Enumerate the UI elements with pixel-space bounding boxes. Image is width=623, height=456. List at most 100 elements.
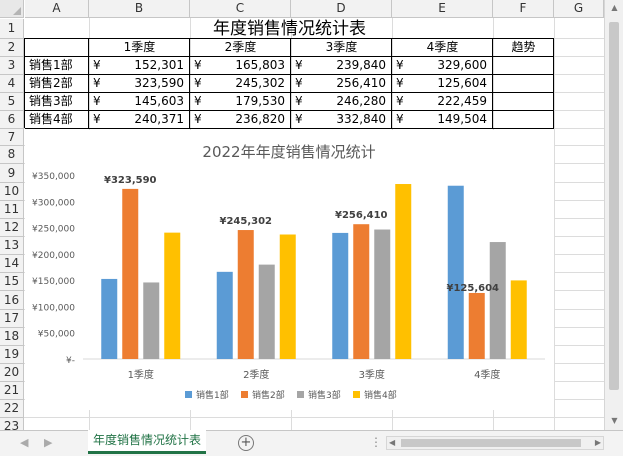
legend-label: 销售1部 — [196, 389, 229, 401]
currency-symbol[interactable]: ¥ — [194, 94, 202, 108]
sheet-tab-active[interactable]: 年度销售情况统计表 — [88, 430, 206, 454]
column-header-f[interactable]: F — [493, 0, 554, 18]
row-header-7[interactable]: 7 — [0, 129, 24, 146]
column-header-e[interactable]: E — [392, 0, 493, 18]
value-cell[interactable]: 329,600 — [437, 58, 487, 72]
tab-next-icon[interactable]: ▶ — [44, 436, 53, 449]
value-cell[interactable]: 165,803 — [235, 58, 285, 72]
horizontal-scrollbar[interactable]: ◀ ▶ — [386, 436, 604, 450]
value-cell[interactable]: 256,410 — [336, 76, 386, 90]
currency-symbol[interactable]: ¥ — [295, 94, 303, 108]
row-header-22[interactable]: 22 — [0, 400, 24, 418]
row-header-11[interactable]: 11 — [0, 201, 24, 219]
row-header-18[interactable]: 18 — [0, 328, 24, 346]
currency-symbol[interactable]: ¥ — [93, 58, 101, 72]
table-border-v — [553, 38, 554, 128]
gridline-horizontal — [24, 417, 604, 418]
currency-symbol[interactable]: ¥ — [295, 76, 303, 90]
header-cell-q2[interactable]: 2季度 — [224, 40, 257, 54]
row-header-17[interactable]: 17 — [0, 310, 24, 328]
row-header-1[interactable]: 1 — [0, 19, 24, 39]
header-cell-q4[interactable]: 4季度 — [426, 40, 459, 54]
row-header-4[interactable]: 4 — [0, 75, 24, 93]
currency-symbol[interactable]: ¥ — [295, 58, 303, 72]
row-header-10[interactable]: 10 — [0, 183, 24, 201]
select-all-corner[interactable] — [0, 0, 24, 18]
dept-name-cell[interactable]: 销售2部 — [29, 76, 73, 90]
row-header-3[interactable]: 3 — [0, 57, 24, 75]
value-cell[interactable]: 236,820 — [235, 112, 285, 126]
scroll-up-arrow-icon[interactable]: ▲ — [611, 3, 618, 12]
dept-name-cell[interactable]: 销售3部 — [29, 94, 73, 108]
table-title[interactable]: 年度销售情况统计表 — [213, 19, 366, 39]
column-header-g[interactable]: G — [554, 0, 604, 18]
currency-symbol[interactable]: ¥ — [194, 76, 202, 90]
sales-chart[interactable]: 2022年年度销售情况统计 ¥- ¥50,000 ¥100,000 ¥150,000 ¥2… — [25, 130, 554, 410]
value-cell[interactable]: 239,840 — [336, 58, 386, 72]
x-category-label: 2季度 — [243, 368, 269, 381]
row-header-16[interactable]: 16 — [0, 291, 24, 310]
dept-name-cell[interactable]: 销售1部 — [29, 58, 73, 72]
currency-symbol[interactable]: ¥ — [194, 58, 202, 72]
table-border-h — [25, 128, 554, 129]
x-category-label: 3季度 — [359, 368, 385, 381]
more-tabs-icon[interactable]: ⋮ — [370, 435, 382, 449]
row-header-8[interactable]: 8 — [0, 146, 24, 164]
value-cell[interactable]: 145,603 — [134, 94, 184, 108]
currency-symbol[interactable]: ¥ — [93, 94, 101, 108]
table-border-h — [25, 74, 554, 75]
currency-symbol[interactable]: ¥ — [93, 112, 101, 126]
value-cell[interactable]: 240,371 — [134, 112, 184, 126]
currency-symbol[interactable]: ¥ — [396, 94, 404, 108]
row-header-6[interactable]: 6 — [0, 111, 24, 129]
column-header-c[interactable]: C — [190, 0, 291, 18]
row-header-13[interactable]: 13 — [0, 237, 24, 255]
currency-symbol[interactable]: ¥ — [396, 112, 404, 126]
scroll-down-arrow-icon[interactable]: ▼ — [611, 416, 618, 425]
vertical-scroll-thumb[interactable] — [609, 22, 619, 390]
value-cell[interactable]: 125,604 — [437, 76, 487, 90]
value-cell[interactable]: 246,280 — [336, 94, 386, 108]
value-cell[interactable]: 245,302 — [235, 76, 285, 90]
currency-symbol[interactable]: ¥ — [194, 112, 202, 126]
bar-销售3部-1季度 — [143, 282, 160, 359]
dept-name-cell[interactable]: 销售4部 — [29, 112, 73, 126]
value-cell[interactable]: 222,459 — [437, 94, 487, 108]
row-header-19[interactable]: 19 — [0, 346, 24, 364]
tab-prev-icon[interactable]: ◀ — [20, 436, 29, 449]
row-header-9[interactable]: 9 — [0, 164, 24, 183]
horizontal-scroll-thumb[interactable] — [401, 439, 581, 447]
header-cell-q3[interactable]: 3季度 — [325, 40, 358, 54]
legend-label: 销售3部 — [308, 389, 341, 401]
column-header-a[interactable]: A — [25, 0, 89, 18]
value-cell[interactable]: 179,530 — [235, 94, 285, 108]
bar-销售1部-2季度 — [216, 271, 233, 359]
currency-symbol[interactable]: ¥ — [396, 76, 404, 90]
row-header-15[interactable]: 15 — [0, 273, 24, 291]
value-cell[interactable]: 149,504 — [437, 112, 487, 126]
bar-销售3部-3季度 — [374, 229, 391, 359]
scroll-right-arrow-icon[interactable]: ▶ — [594, 438, 601, 447]
row-header-20[interactable]: 20 — [0, 364, 24, 382]
column-header-b[interactable]: B — [89, 0, 190, 18]
header-cell-q5[interactable]: 趋势 — [511, 40, 536, 54]
row-header-5[interactable]: 5 — [0, 93, 24, 111]
value-cell[interactable]: 152,301 — [134, 58, 184, 72]
scroll-left-arrow-icon[interactable]: ◀ — [389, 438, 396, 447]
table-border-v — [189, 38, 190, 128]
bar-销售2部-4季度 — [468, 292, 485, 359]
vertical-scrollbar[interactable]: ▲ ▼ — [604, 0, 623, 430]
bar-销售4部-3季度 — [395, 184, 412, 359]
row-header-2[interactable]: 2 — [0, 39, 24, 57]
row-header-12[interactable]: 12 — [0, 219, 24, 237]
add-sheet-icon[interactable]: + — [238, 435, 254, 451]
currency-symbol[interactable]: ¥ — [93, 76, 101, 90]
value-cell[interactable]: 323,590 — [134, 76, 184, 90]
row-header-21[interactable]: 21 — [0, 382, 24, 400]
column-header-d[interactable]: D — [291, 0, 392, 18]
currency-symbol[interactable]: ¥ — [396, 58, 404, 72]
row-header-14[interactable]: 14 — [0, 255, 24, 273]
currency-symbol[interactable]: ¥ — [295, 112, 303, 126]
header-cell-q1[interactable]: 1季度 — [123, 40, 156, 54]
value-cell[interactable]: 332,840 — [336, 112, 386, 126]
